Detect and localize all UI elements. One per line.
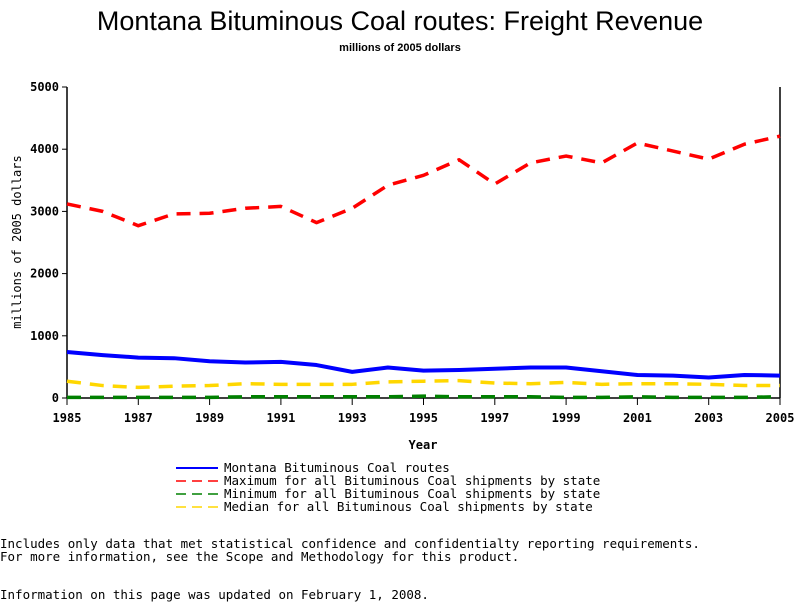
x-tick-label: 2003 [694, 411, 723, 425]
series-line-1 [67, 136, 780, 226]
series-line-2 [67, 396, 780, 397]
series-line-0 [67, 352, 780, 378]
footer-note-2: For more information, see the Scope and … [0, 549, 519, 564]
x-tick-label: 2005 [766, 411, 795, 425]
legend-label-3: Median for all Bituminous Coal shipments… [224, 499, 593, 514]
x-tick-label: 1993 [338, 411, 367, 425]
x-tick-label: 1989 [195, 411, 224, 425]
series-line-3 [67, 381, 780, 388]
y-tick-label: 1000 [30, 329, 59, 343]
x-tick-label: 1999 [552, 411, 581, 425]
x-tick-label: 1985 [53, 411, 82, 425]
y-tick-label: 3000 [30, 204, 59, 218]
x-tick-label: 1997 [480, 411, 509, 425]
x-tick-label: 1991 [266, 411, 295, 425]
y-tick-label: 4000 [30, 142, 59, 156]
y-tick-label: 5000 [30, 80, 59, 94]
x-axis-label: Year [409, 438, 438, 452]
y-axis-label: millions of 2005 dollars [10, 155, 24, 328]
y-tick-label: 0 [52, 391, 59, 405]
x-tick-label: 2001 [623, 411, 652, 425]
x-tick-label: 1987 [124, 411, 153, 425]
x-tick-label: 1995 [409, 411, 438, 425]
y-tick-label: 2000 [30, 267, 59, 281]
